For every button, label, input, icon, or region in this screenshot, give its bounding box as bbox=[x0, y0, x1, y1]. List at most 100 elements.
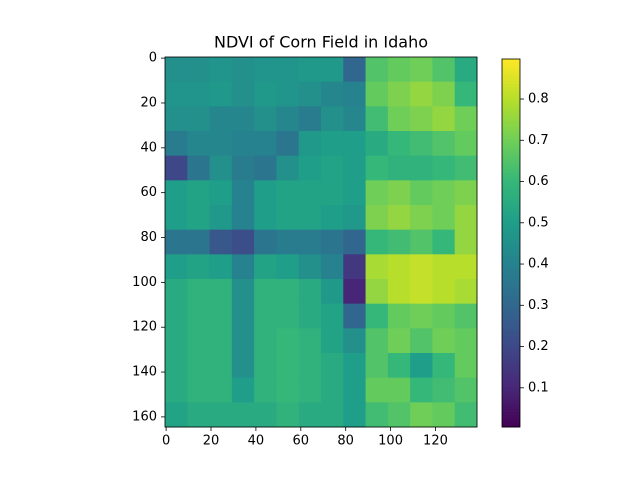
heatmap-cell bbox=[454, 205, 478, 231]
heatmap-cell bbox=[321, 377, 344, 403]
heatmap-cell bbox=[432, 328, 456, 354]
heatmap-cell bbox=[432, 57, 456, 83]
heatmap-cell bbox=[365, 402, 389, 428]
colorbar-segment bbox=[502, 298, 520, 302]
colorbar-segment bbox=[502, 289, 520, 293]
x-tick-label: 60 bbox=[293, 434, 310, 449]
colorbar-segment bbox=[502, 123, 520, 127]
heatmap-cell bbox=[298, 57, 322, 83]
colorbar-segment bbox=[502, 218, 520, 223]
heatmap-cell bbox=[165, 279, 188, 305]
heatmap-cell bbox=[165, 402, 188, 428]
heatmap-cell bbox=[209, 353, 233, 379]
heatmap-cell bbox=[231, 131, 255, 157]
heatmap-cell bbox=[276, 229, 300, 255]
heatmap-cell bbox=[187, 229, 211, 255]
heatmap-cell bbox=[365, 328, 389, 354]
heatmap-cell bbox=[165, 155, 188, 181]
heatmap-cell bbox=[365, 229, 389, 255]
heatmap-cell bbox=[343, 402, 367, 428]
heatmap-cell bbox=[387, 377, 411, 403]
heatmap-cell bbox=[165, 377, 188, 403]
colorbar-segment bbox=[502, 230, 520, 235]
heatmap-cell bbox=[298, 106, 322, 132]
colorbar-segment bbox=[502, 105, 520, 109]
colorbar-segment bbox=[502, 335, 520, 339]
x-tick-label: 20 bbox=[203, 434, 220, 449]
colorbar-segment bbox=[502, 172, 520, 177]
colorbar-segment bbox=[502, 310, 520, 315]
heatmap-cell bbox=[254, 377, 277, 403]
colorbar-segment bbox=[502, 77, 520, 81]
colorbar-segment bbox=[502, 387, 520, 391]
heatmap-cell bbox=[165, 229, 188, 255]
colorbar-segment bbox=[502, 95, 520, 100]
colorbar-segment bbox=[502, 402, 520, 407]
heatmap-cell bbox=[321, 155, 344, 181]
colorbar-segment bbox=[502, 108, 520, 112]
heatmap-cell bbox=[321, 57, 344, 83]
colorbar-tick-label: 0.3 bbox=[528, 298, 549, 313]
y-tick-label: 20 bbox=[140, 95, 157, 110]
colorbar-segment bbox=[502, 264, 520, 269]
heatmap-cell bbox=[410, 81, 433, 107]
heatmap-cell bbox=[209, 254, 233, 280]
colorbar-segment bbox=[502, 212, 520, 216]
heatmap-cell bbox=[432, 377, 456, 403]
colorbar-segment bbox=[502, 295, 520, 299]
heatmap-cell bbox=[254, 303, 277, 329]
heatmap-cell bbox=[276, 81, 300, 107]
colorbar-segment bbox=[502, 86, 520, 91]
colorbar-segment bbox=[502, 341, 520, 345]
heatmap-cell bbox=[454, 180, 478, 206]
heatmap-cell bbox=[454, 402, 478, 428]
colorbar-segment bbox=[502, 151, 520, 155]
colorbar-segment bbox=[502, 381, 520, 385]
colorbar-segment bbox=[502, 328, 520, 333]
heatmap-cell bbox=[276, 205, 300, 231]
heatmap-cell bbox=[454, 254, 478, 280]
heatmap-cell bbox=[231, 229, 255, 255]
colorbar-segment bbox=[502, 331, 520, 336]
heatmap-cell bbox=[298, 155, 322, 181]
heatmap-cell bbox=[321, 106, 344, 132]
colorbar-segment bbox=[502, 206, 520, 210]
heatmap-cell bbox=[209, 205, 233, 231]
heatmap-cell bbox=[298, 328, 322, 354]
heatmap-cell bbox=[343, 81, 367, 107]
y-tick-label: 160 bbox=[132, 409, 157, 424]
colorbar-segment bbox=[502, 384, 520, 388]
heatmap-cell bbox=[187, 57, 211, 83]
colorbar-segment bbox=[502, 65, 520, 69]
heatmap-cell bbox=[231, 180, 255, 206]
colorbar-segment bbox=[502, 203, 520, 207]
colorbar-tick-label: 0.8 bbox=[528, 92, 549, 107]
heatmap-cell bbox=[298, 254, 322, 280]
colorbar-segment bbox=[502, 243, 520, 247]
heatmap-cell bbox=[343, 106, 367, 132]
heatmap-cell bbox=[165, 303, 188, 329]
colorbar-segment bbox=[502, 132, 520, 137]
heatmap-cell bbox=[298, 131, 322, 157]
y-tick-label: 80 bbox=[140, 230, 157, 245]
heatmap-cell bbox=[321, 328, 344, 354]
heatmap-cell bbox=[187, 303, 211, 329]
heatmap-cell bbox=[454, 303, 478, 329]
colorbar-segment bbox=[502, 233, 520, 238]
heatmap-cell bbox=[365, 353, 389, 379]
colorbar-segment bbox=[502, 98, 520, 103]
heatmap-cell bbox=[187, 279, 211, 305]
heatmap-cell bbox=[254, 205, 277, 231]
colorbar-segment bbox=[502, 374, 520, 379]
colorbar-segment bbox=[502, 89, 520, 94]
heatmap-cell bbox=[187, 377, 211, 403]
heatmap-cell bbox=[254, 328, 277, 354]
heatmap-cell bbox=[410, 229, 433, 255]
heatmap-cell bbox=[343, 205, 367, 231]
heatmap-cell bbox=[454, 57, 478, 83]
heatmap-cell bbox=[343, 303, 367, 329]
heatmap-cell bbox=[410, 377, 433, 403]
colorbar-segment bbox=[502, 325, 520, 330]
heatmap-cell bbox=[298, 303, 322, 329]
heatmap-cell bbox=[231, 57, 255, 83]
